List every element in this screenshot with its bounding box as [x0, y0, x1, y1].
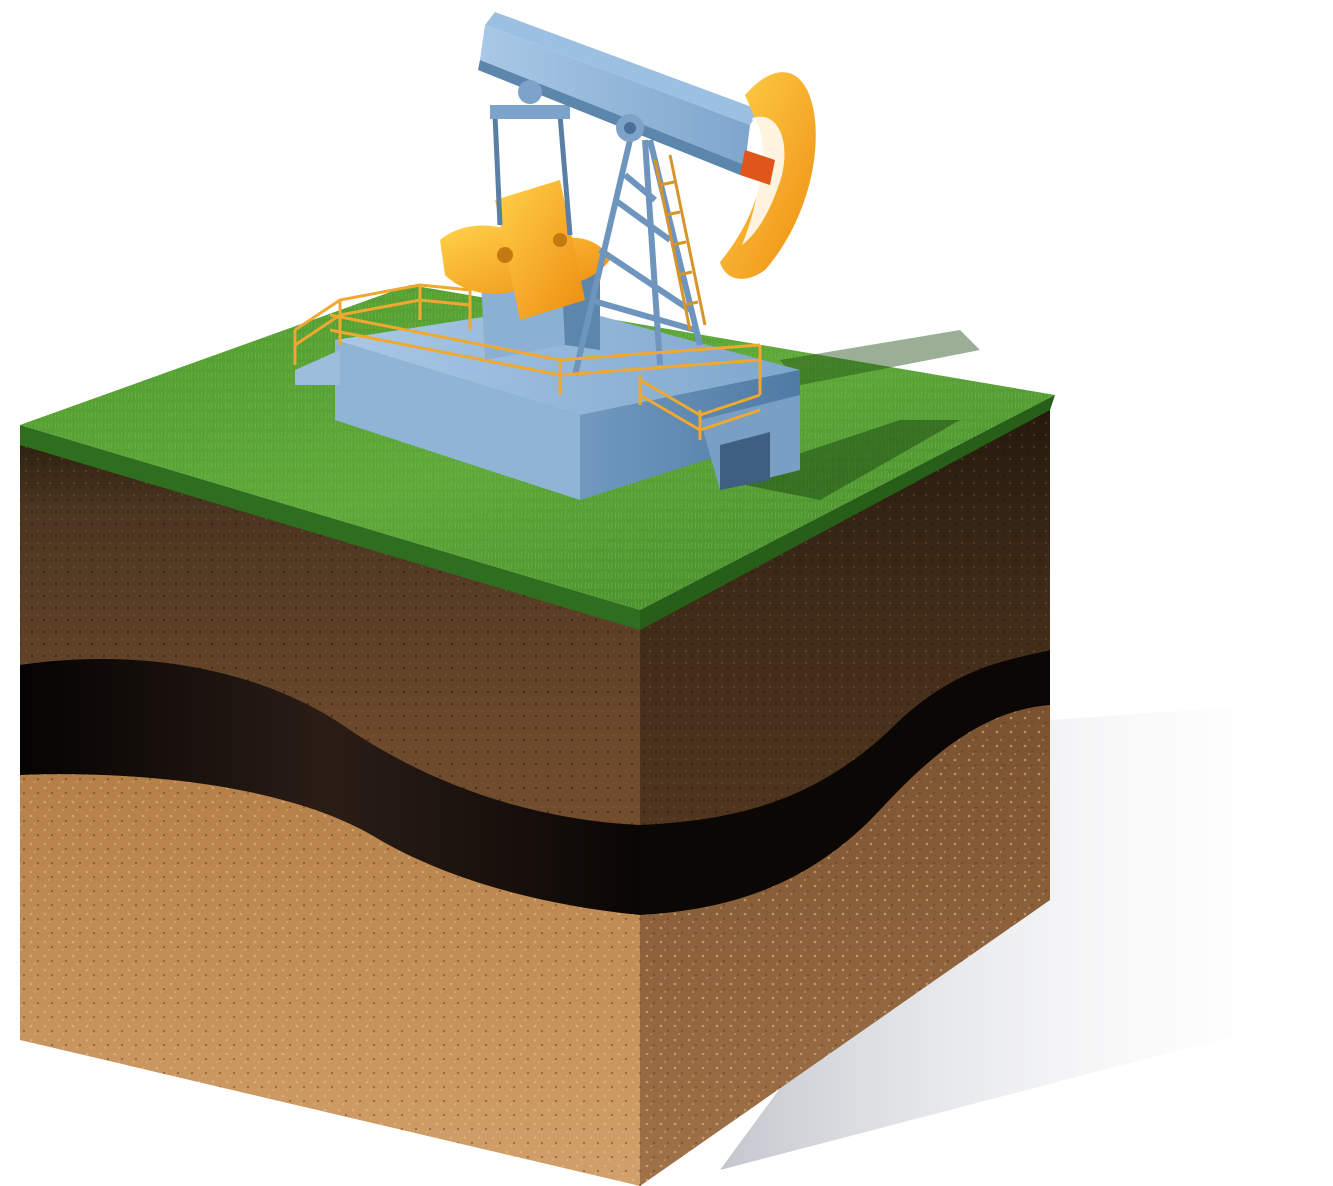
- oil-layer-left: [20, 658, 640, 915]
- ground-shadow: [720, 700, 1333, 1170]
- oil-layer-right: [640, 650, 1050, 915]
- pump-base-side: [580, 370, 800, 500]
- pumpjack-shadow: [720, 420, 960, 500]
- walking-beam: [485, 12, 760, 125]
- pumpjack-icon: [293, 12, 816, 500]
- railing: [293, 283, 762, 440]
- pump-base-front: [335, 340, 580, 500]
